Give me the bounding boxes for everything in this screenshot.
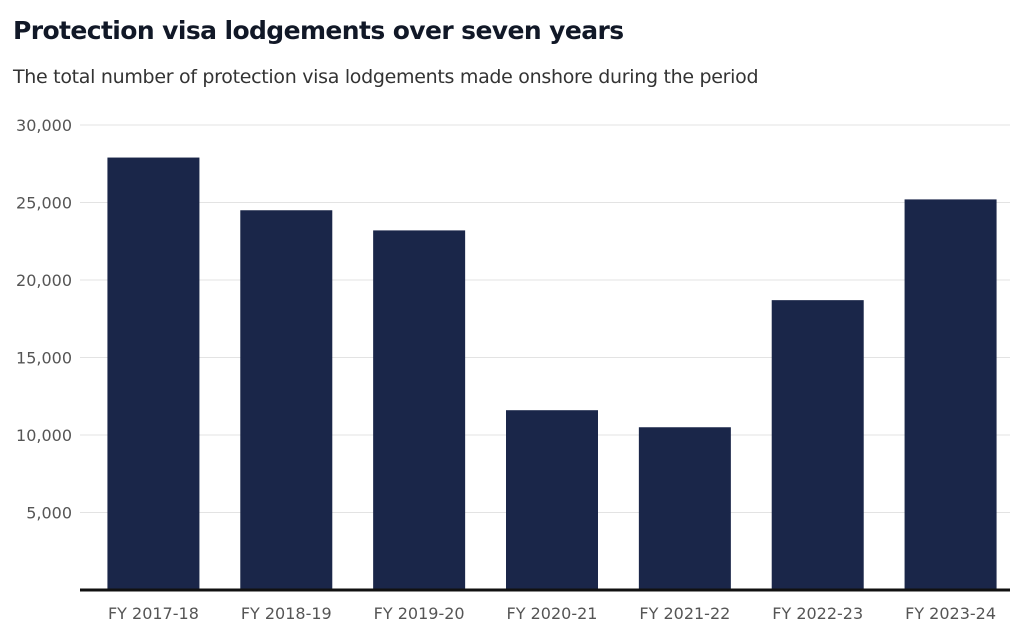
y-tick-label: 20,000	[16, 271, 72, 290]
x-tick-label: FY 2022-23	[772, 604, 863, 623]
x-tick-label: FY 2019-20	[374, 604, 465, 623]
bars	[107, 157, 997, 591]
x-axis-ticks: FY 2017-18 FY 2018-19 FY 2019-20 FY 2020-21…	[108, 604, 996, 623]
x-tick-label: FY 2020-21	[507, 604, 598, 623]
y-tick-label: 5,000	[26, 504, 72, 523]
bar-fy-2020-21	[506, 410, 598, 590]
x-tick-label: FY 2017-18	[108, 604, 199, 623]
bar-fy-2023-24	[904, 199, 997, 590]
y-tick-label: 30,000	[16, 116, 72, 135]
bar-fy-2017-18	[107, 157, 200, 591]
bar-fy-2021-22	[638, 427, 731, 590]
bar-fy-2019-20	[373, 230, 466, 590]
y-tick-label: 10,000	[16, 426, 72, 445]
y-tick-label: 25,000	[16, 194, 72, 213]
y-tick-label: 15,000	[16, 349, 72, 368]
chart-title: Protection visa lodgements over seven ye…	[13, 16, 624, 45]
chart-subtitle: The total number of protection visa lodg…	[13, 66, 759, 88]
bar-fy-2022-23	[771, 300, 864, 590]
x-tick-label: FY 2023-24	[905, 604, 996, 623]
x-tick-label: FY 2021-22	[639, 604, 730, 623]
y-axis-ticks: 5,000 10,000 15,000 20,000 25,000 30,000	[16, 116, 72, 523]
x-tick-label: FY 2018-19	[241, 604, 332, 623]
bar-fy-2018-19	[240, 210, 333, 590]
